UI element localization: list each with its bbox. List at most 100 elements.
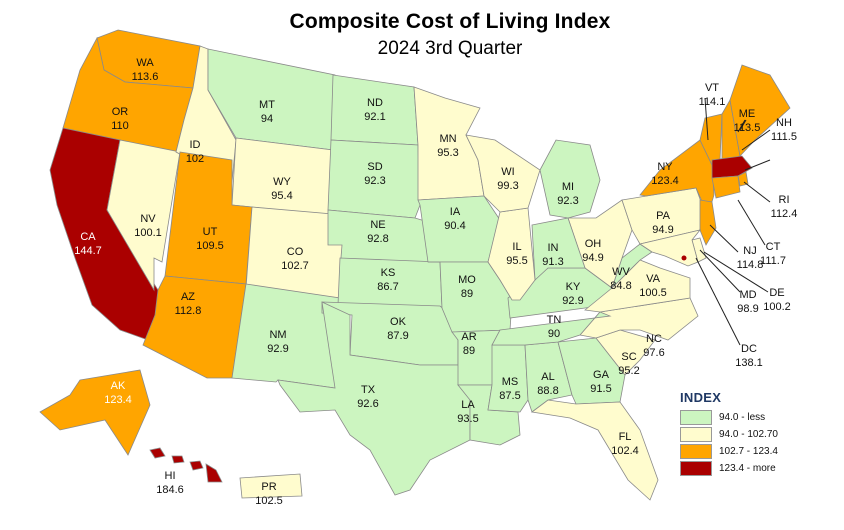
state-code-label: KY xyxy=(566,281,581,293)
state-value-label: 109.5 xyxy=(196,240,224,252)
legend-swatch xyxy=(680,444,712,459)
state-value-label: 92.9 xyxy=(562,295,583,307)
state-value-label: 95.2 xyxy=(618,365,639,377)
state-value-label: 87.9 xyxy=(387,330,408,342)
state-value-label: 90.4 xyxy=(444,220,465,232)
state-tx xyxy=(277,301,471,496)
state-value-label: 144.7 xyxy=(74,245,102,257)
state-code-label: MA xyxy=(776,146,793,158)
map-subtitle: 2024 3rd Quarter xyxy=(377,38,523,59)
state-sd xyxy=(327,139,421,219)
leader-line xyxy=(703,251,769,293)
state-value-label: 93.5 xyxy=(457,413,478,425)
state-code-label: NY xyxy=(657,161,673,173)
state-code-label: KS xyxy=(381,267,396,279)
map-title: Composite Cost of Living Index xyxy=(289,10,611,33)
state-code-label: MD xyxy=(739,289,756,301)
leader-line xyxy=(741,129,771,151)
legend-label: 123.4 - more xyxy=(719,463,776,474)
state-code-label: WV xyxy=(612,266,630,278)
leader-line xyxy=(739,119,747,131)
state-value-label: 94 xyxy=(261,113,273,125)
state-code-label: ME xyxy=(739,108,756,120)
state-value-label: 100.2 xyxy=(763,301,791,313)
state-code-label: RI xyxy=(779,194,790,206)
state-code-label: CT xyxy=(766,241,781,253)
leader-line xyxy=(743,181,771,203)
state-code-label: AL xyxy=(541,371,554,383)
state-value-label: 111.7 xyxy=(760,255,786,267)
legend-title: INDEX xyxy=(680,390,722,405)
state-value-label: 114.1 xyxy=(699,96,726,108)
state-code-label: CA xyxy=(80,231,96,243)
state-code-label: IL xyxy=(512,241,521,253)
legend-item: 123.4 - more xyxy=(680,460,778,477)
state-code-label: DC xyxy=(741,343,757,355)
state-wi xyxy=(465,134,541,213)
state-value-label: 92.8 xyxy=(367,233,388,245)
state-code-label: FL xyxy=(619,431,632,443)
state-value-label: 102 xyxy=(186,153,204,165)
state-fl xyxy=(531,399,659,501)
state-value-label: 94.9 xyxy=(652,224,673,236)
state-value-label: 95.3 xyxy=(437,147,458,159)
leader-line xyxy=(695,257,741,346)
state-value-label: 102.5 xyxy=(255,495,283,507)
state-value-label: 102.7 xyxy=(281,260,309,272)
state-mi xyxy=(539,139,601,219)
state-oh xyxy=(567,199,633,289)
state-value-label: 92.3 xyxy=(557,195,578,207)
state-code-label: AK xyxy=(111,380,126,392)
legend-swatch xyxy=(680,461,712,476)
state-value-label: 94.9 xyxy=(582,252,603,264)
state-value-label: 92.1 xyxy=(364,111,385,123)
state-code-label: OH xyxy=(585,238,602,250)
state-code-label: TN xyxy=(547,314,562,326)
state-value-label: 91.5 xyxy=(590,383,611,395)
state-code-label: CO xyxy=(287,246,304,258)
state-ct xyxy=(711,175,741,199)
state-code-label: LA xyxy=(461,399,475,411)
state-value-label: 100.1 xyxy=(134,227,162,239)
state-value-label: 102.4 xyxy=(611,445,639,457)
state-ma xyxy=(711,155,753,179)
leader-line xyxy=(744,159,771,171)
state-code-label: NV xyxy=(140,213,156,225)
state-code-label: WA xyxy=(136,57,154,69)
leader-line xyxy=(704,97,709,141)
state-nd xyxy=(330,74,419,146)
state-ny xyxy=(639,139,715,217)
state-code-label: MN xyxy=(439,133,456,145)
state-value-label: 86.7 xyxy=(377,281,398,293)
state-code-label: WY xyxy=(273,176,291,188)
legend-swatch xyxy=(680,410,712,425)
state-value-label: 146.9 xyxy=(770,160,798,172)
state-code-label: IA xyxy=(450,206,461,218)
state-value-label: 184.6 xyxy=(156,484,184,496)
leader-line xyxy=(709,224,739,253)
state-value-label: 99.3 xyxy=(497,180,518,192)
legend: INDEX 94.0 - less 94.0 - 102.70 102.7 - … xyxy=(680,390,778,477)
state-value-label: 98.9 xyxy=(737,303,758,315)
state-code-label: NJ xyxy=(743,245,756,257)
state-code-label: TX xyxy=(361,384,376,396)
state-value-label: 113.6 xyxy=(132,71,159,83)
state-code-label: PR xyxy=(261,481,276,493)
state-labels: WA 113.6 OR 110 CA 144.7 NV 100.1 ID 102 MT 94 WY 95.… xyxy=(74,57,798,507)
legend-label: 94.0 - 102.70 xyxy=(719,429,778,440)
leader-line xyxy=(737,119,746,133)
state-value-label: 112.4 xyxy=(771,208,798,220)
state-code-label: VT xyxy=(705,82,719,94)
state-value-label: 89 xyxy=(461,288,473,300)
state-code-label: AZ xyxy=(181,291,195,303)
state-value-label: 112.8 xyxy=(175,305,202,317)
state-code-label: SD xyxy=(367,161,382,173)
state-value-label: 87.5 xyxy=(499,390,520,402)
state-code-label: VA xyxy=(646,273,661,285)
leader-line xyxy=(737,199,766,246)
state-pr xyxy=(239,473,303,499)
legend-swatch xyxy=(680,427,712,442)
state-ak xyxy=(39,369,151,456)
state-code-label: SC xyxy=(621,351,636,363)
